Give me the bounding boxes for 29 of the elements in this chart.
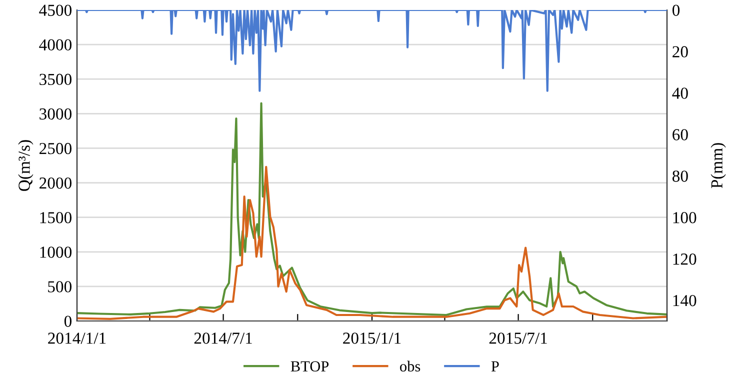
y-tick-label: 4000 <box>39 39 72 50</box>
y2-tick-label: 20 <box>672 46 688 58</box>
y-tick-label: 2000 <box>40 177 72 189</box>
y-tick-label: 0 <box>64 316 72 327</box>
x-tick-label: 2015/7/1 <box>489 332 547 344</box>
x-tick-label: 2014/7/1 <box>194 332 252 344</box>
line-series <box>77 10 667 92</box>
x-tick-label: 2014/1/1 <box>48 332 106 344</box>
y-tick-label: 500 <box>48 281 72 292</box>
y2-tick-label: 0 <box>672 4 680 16</box>
y2-tick-label: 60 <box>672 129 688 140</box>
y-tick-label: 4500 <box>39 4 72 16</box>
legend-label: P <box>491 361 499 372</box>
y-axis-title: Q(m³/s) <box>18 140 34 191</box>
y2-tick-label: 100 <box>673 212 696 224</box>
y2-axis-title: P(mm) <box>710 143 726 188</box>
legend-label: obs <box>400 360 420 372</box>
y-tick-label: 1000 <box>40 246 72 258</box>
y2-tick-label: 40 <box>672 88 688 99</box>
y-tick-label: 1500 <box>40 212 72 224</box>
y2-tick-label: 120 <box>673 254 696 265</box>
y-tick-label: 3500 <box>40 74 72 86</box>
legend-label: BTOP <box>290 361 329 372</box>
y2-tick-label: 140 <box>673 294 696 306</box>
y-tick-label: 2500 <box>40 142 72 154</box>
line-series <box>77 102 667 316</box>
y2-tick-label: 80 <box>672 170 688 182</box>
x-tick-label: 2015/1/1 <box>343 332 401 344</box>
y-tick-label: 3000 <box>40 108 72 120</box>
